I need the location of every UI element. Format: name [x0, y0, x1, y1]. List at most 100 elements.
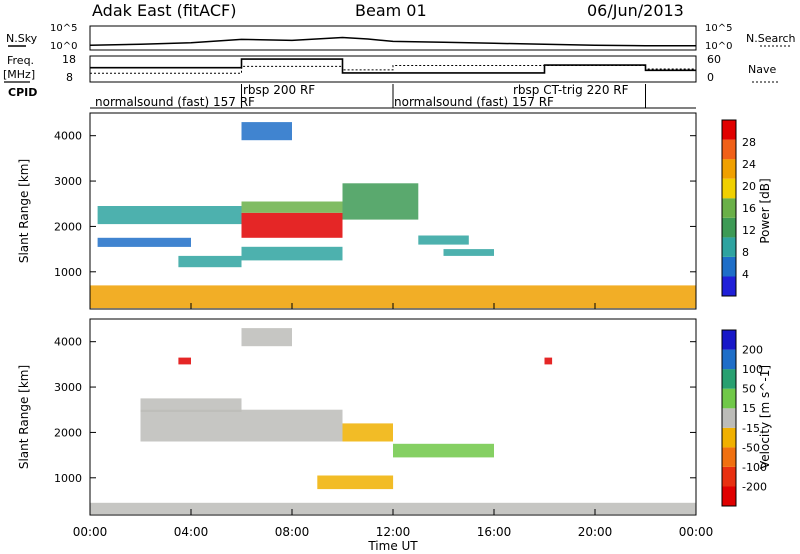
velocity-colorbar-swatch	[722, 486, 736, 506]
cpid-program-1: normalsound (fast) 157 RF	[95, 95, 255, 109]
nave-line	[90, 65, 696, 74]
power-colorbar-swatch	[722, 120, 736, 140]
n-sky-tick-bottom: 10^0	[50, 41, 77, 52]
velocity-colorbar-label: Velocity [m s^-1]	[758, 365, 772, 469]
date-title: 06/Jun/2013	[587, 1, 684, 20]
power-colorbar-frame	[721, 119, 737, 297]
cpid-markers	[241, 84, 646, 108]
velocity-region	[393, 443, 494, 458]
noise-panel-series	[89, 36, 696, 47]
velocity-colorbar-swatch	[722, 330, 736, 350]
cpid-program-3: normalsound (fast) 157 RF	[394, 95, 554, 109]
x-tick-label: 00:00	[679, 525, 714, 539]
power-heatmap	[90, 122, 696, 309]
velocity-ytick-label: 2000	[54, 426, 82, 439]
power-ytick-label: 1000	[54, 266, 82, 279]
freq-panel-series	[90, 58, 696, 74]
velocity-colorbar-tick: -50	[742, 441, 760, 454]
power-colorbar-label: Power [dB]	[758, 178, 772, 243]
velocity-colorbar: -200 -100 -50 -15 15 50 100 200	[721, 329, 767, 507]
noise-panel-frame	[89, 25, 697, 51]
power-region	[241, 212, 343, 238]
beam-title: Beam 01	[355, 1, 427, 20]
power-ytick-label: 4000	[54, 130, 82, 143]
velocity-colorbar-swatch	[722, 388, 736, 409]
power-ytick-label: 2000	[54, 220, 82, 233]
axis-ticks: 1000 2000 3000 4000 1000 2000 3000 4000	[54, 130, 696, 485]
velocity-region	[342, 423, 393, 442]
power-colorbar-swatch	[722, 217, 736, 238]
power-colorbar-tick: 4	[742, 268, 749, 281]
power-colorbar-swatch	[722, 237, 736, 257]
x-axis-ticks: 00:00 04:00 08:00 12:00 16:00 20:00 00:00	[73, 303, 714, 539]
nave-tick-bottom: 0	[707, 71, 714, 84]
velocity-colorbar-tick: -100	[742, 461, 767, 474]
velocity-region	[140, 398, 242, 412]
power-colorbar-tick: 8	[742, 246, 749, 259]
nave-label: Nave	[748, 63, 776, 76]
velocity-region	[241, 328, 292, 347]
power-colorbar-tick: 12	[742, 224, 756, 237]
freq-tick-top: 18	[62, 53, 76, 66]
x-axis-label: Time UT	[367, 539, 418, 553]
velocity-colorbar-tick: 200	[742, 344, 763, 357]
n-search-tick-bottom: 10^0	[705, 41, 732, 52]
nave-tick-top: 60	[707, 53, 721, 66]
power-region	[241, 122, 292, 141]
velocity-region	[317, 475, 394, 490]
n-search-label: N.Search	[746, 32, 796, 45]
power-y-axis-label: Slant Range [km]	[17, 159, 31, 263]
velocity-region	[90, 502, 696, 515]
velocity-colorbar-tick: 100	[742, 363, 763, 376]
x-tick-label: 04:00	[174, 525, 209, 539]
power-colorbar-tick: 28	[742, 136, 756, 149]
velocity-region	[140, 409, 343, 442]
velocity-colorbar-swatch	[722, 427, 736, 448]
power-colorbar-swatch	[722, 198, 736, 218]
x-tick-label: 16:00	[477, 525, 512, 539]
power-region	[178, 255, 242, 268]
velocity-colorbar-tick: -200	[742, 480, 767, 493]
freq-panel-frame	[89, 55, 697, 83]
velocity-ytick-label: 1000	[54, 472, 82, 485]
velocity-ytick-label: 3000	[54, 381, 82, 394]
power-region	[418, 235, 469, 245]
power-colorbar-tick: 20	[742, 180, 756, 193]
power-region	[241, 201, 343, 213]
power-region	[342, 183, 419, 220]
power-colorbar-swatch	[722, 178, 736, 199]
n-search-tick-top: 10^5	[705, 23, 732, 34]
power-colorbar-swatch	[722, 276, 736, 296]
x-tick-label: 12:00	[376, 525, 411, 539]
velocity-y-axis-label: Slant Range [km]	[17, 365, 31, 469]
cpid-label: CPID	[8, 86, 37, 99]
n-sky-line	[89, 36, 696, 47]
station-title: Adak East (fitACF)	[92, 1, 236, 20]
power-region	[97, 206, 242, 225]
freq-unit-label: [MHz]	[3, 68, 35, 81]
x-tick-label: 08:00	[275, 525, 310, 539]
power-colorbar-swatch	[722, 256, 736, 277]
velocity-colorbar-swatch	[722, 408, 736, 428]
power-colorbar-tick: 24	[742, 158, 756, 171]
power-region	[90, 285, 696, 309]
velocity-colorbar-swatch	[722, 466, 736, 487]
power-colorbar-swatch	[722, 139, 736, 160]
n-sky-label: N.Sky	[6, 32, 38, 45]
freq-label: Freq.	[7, 54, 34, 67]
velocity-colorbar-tick: 50	[742, 383, 756, 396]
power-ytick-label: 3000	[54, 175, 82, 188]
velocity-region	[178, 357, 191, 365]
x-tick-label: 00:00	[73, 525, 108, 539]
power-region	[443, 249, 494, 256]
velocity-colorbar-tick: 15	[742, 402, 756, 415]
velocity-ytick-label: 4000	[54, 336, 82, 349]
velocity-region	[544, 357, 553, 365]
velocity-colorbar-tick: -15	[742, 422, 760, 435]
velocity-colorbar-swatch	[722, 447, 736, 467]
power-region	[97, 237, 191, 247]
power-colorbar-swatch	[722, 159, 736, 179]
velocity-colorbar-frame	[721, 329, 737, 507]
cpid-program-2: rbsp 200 RF	[243, 83, 315, 97]
